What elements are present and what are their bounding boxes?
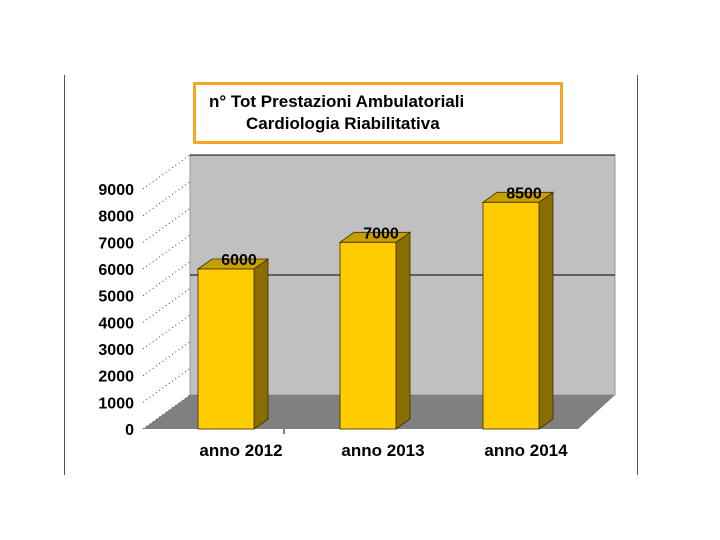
side-wall-tick-line-3: [142, 314, 191, 350]
side-wall-tick-line-5: [142, 261, 191, 297]
y-tick-label-4: 4000: [98, 315, 134, 332]
y-tick-label-8: 8000: [98, 209, 134, 226]
x-category-label-2: anno 2014: [484, 441, 568, 460]
side-wall-tick-line-9: [142, 154, 191, 190]
x-category-label-0: anno 2012: [199, 441, 282, 460]
data-label-0: 6000: [221, 252, 257, 269]
bar-0: [197, 268, 255, 430]
y-tick-label-2: 2000: [98, 369, 134, 386]
chart-title-box: n° Tot Prestazioni Ambulatoriali Cardiol…: [193, 82, 563, 144]
side-wall-tick-line-7: [142, 207, 191, 243]
chart-title-line-1: n° Tot Prestazioni Ambulatoriali: [209, 92, 465, 111]
side-wall-tick-line-2: [142, 341, 191, 377]
side-wall-tick-line-1: [142, 367, 191, 403]
side-wall-tick-line-4: [142, 287, 191, 323]
y-tick-label-3: 3000: [98, 342, 134, 359]
right-frame-line: [637, 75, 638, 475]
x-category-label-1: anno 2013: [341, 441, 424, 460]
left-frame-line: [64, 75, 65, 475]
side-wall-tick-line-8: [142, 181, 191, 217]
bar-1: [339, 241, 397, 430]
y-tick-label-1: 1000: [98, 395, 134, 412]
y-tick-label-7: 7000: [98, 235, 134, 252]
data-label-1: 7000: [363, 225, 399, 242]
y-tick-label-0: 0: [125, 422, 134, 439]
side-wall-tick-line-6: [142, 234, 191, 270]
side-wall-tick-line-0: [142, 394, 191, 430]
bar-side-1: [395, 231, 411, 430]
data-label-2: 8500: [506, 185, 542, 202]
bar-side-2: [538, 191, 554, 430]
y-tick-label-9: 9000: [98, 182, 134, 199]
bar-2: [482, 201, 540, 430]
y-tick-label-6: 6000: [98, 262, 134, 279]
bar-side-0: [253, 258, 269, 430]
y-tick-label-5: 5000: [98, 289, 134, 306]
chart-title-line-2: Cardiologia Riabilitativa: [246, 114, 440, 133]
